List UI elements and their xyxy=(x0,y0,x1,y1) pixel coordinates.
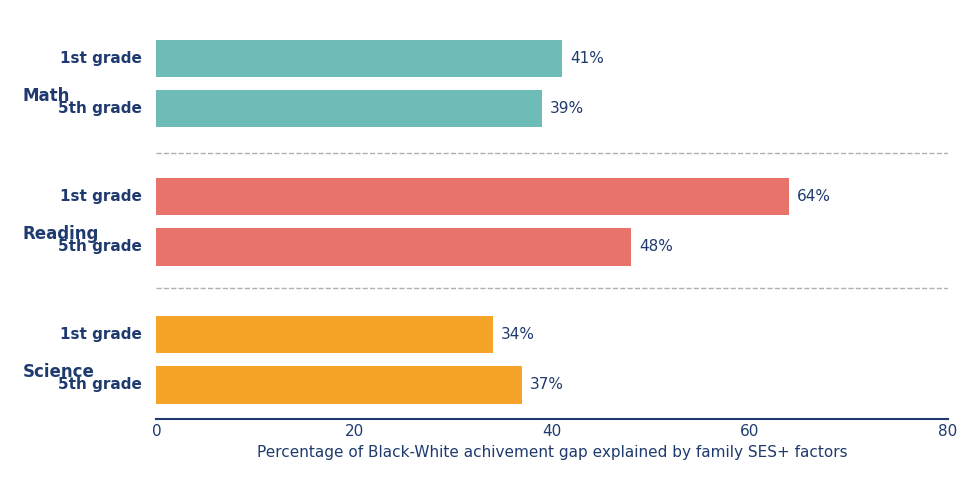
Bar xyxy=(156,90,542,127)
Bar xyxy=(156,366,523,403)
Bar xyxy=(156,228,631,266)
Text: 39%: 39% xyxy=(550,101,584,116)
Text: 37%: 37% xyxy=(531,377,565,392)
Text: 64%: 64% xyxy=(797,189,831,204)
Text: Science: Science xyxy=(22,363,95,381)
Text: 5th grade: 5th grade xyxy=(58,239,142,254)
Text: Math: Math xyxy=(22,87,70,105)
Text: Reading: Reading xyxy=(22,225,99,243)
Bar xyxy=(156,40,562,77)
Text: 34%: 34% xyxy=(500,327,534,342)
Text: 1st grade: 1st grade xyxy=(60,189,142,204)
Text: 1st grade: 1st grade xyxy=(60,327,142,342)
X-axis label: Percentage of Black-White achivement gap explained by family SES+ factors: Percentage of Black-White achivement gap… xyxy=(257,445,847,460)
Text: 5th grade: 5th grade xyxy=(58,101,142,116)
Bar xyxy=(156,178,789,215)
Text: 1st grade: 1st grade xyxy=(60,51,142,66)
Text: 48%: 48% xyxy=(639,239,673,254)
Text: 5th grade: 5th grade xyxy=(58,377,142,392)
Bar xyxy=(156,316,492,353)
Text: 41%: 41% xyxy=(570,51,604,66)
